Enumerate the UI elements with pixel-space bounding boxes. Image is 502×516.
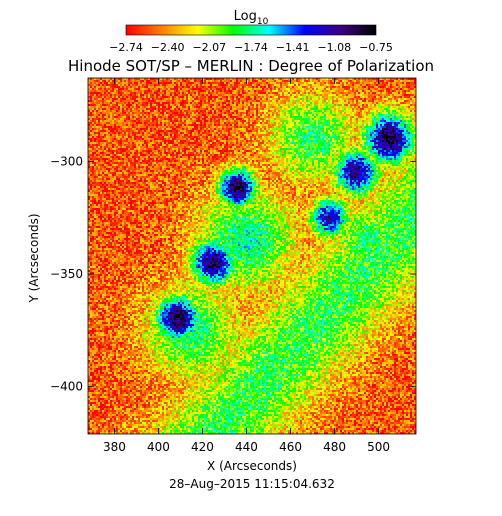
polarization-map <box>88 78 416 434</box>
x-tick-label: 460 <box>279 440 302 454</box>
y-tick-label: −350 <box>50 267 83 281</box>
plot-frame <box>87 77 417 435</box>
x-tick-label: 480 <box>323 440 346 454</box>
x-tick-label: 500 <box>367 440 390 454</box>
x-tick-label: 400 <box>147 440 170 454</box>
x-tick-label: 420 <box>191 440 214 454</box>
timestamp: 28–Aug–2015 11:15:04.632 <box>169 477 335 491</box>
colorbar-title: Log10 <box>234 9 269 27</box>
colorbar-tick-label: −1.41 <box>276 41 310 54</box>
chart-title: Hinode SOT/SP – MERLIN : Degree of Polar… <box>68 57 434 75</box>
plot-area: 380 400 420 440 460 480 500 −300 −350 −400 <box>50 77 417 454</box>
x-tick-label: 380 <box>103 440 126 454</box>
colorbar-title-base: Log <box>234 9 257 24</box>
y-axis: −300 −350 −400 <box>50 154 416 394</box>
colorbar-tick-label: −2.07 <box>192 41 226 54</box>
x-axis-label: X (Arcseconds) <box>207 459 297 473</box>
colorbar-tick-label: −0.75 <box>359 41 393 54</box>
colorbar-title-subscript: 10 <box>257 17 269 27</box>
colorbar-ticks: −2.74 −2.40 −2.07 −1.74 −1.41 −1.08 −0.75 <box>109 41 393 54</box>
x-tick-label: 440 <box>235 440 258 454</box>
y-axis-label: Y (Arcseconds) <box>27 213 41 303</box>
colorbar-tick-label: −2.74 <box>109 41 143 54</box>
y-tick-label: −400 <box>50 380 83 394</box>
y-tick-label: −300 <box>50 154 83 168</box>
x-axis: 380 400 420 440 460 480 500 <box>103 78 390 454</box>
colorbar <box>125 24 377 36</box>
colorbar-tick-label: −2.40 <box>151 41 185 54</box>
colorbar-tick-label: −1.08 <box>317 41 351 54</box>
colorbar-tick-label: −1.74 <box>234 41 268 54</box>
